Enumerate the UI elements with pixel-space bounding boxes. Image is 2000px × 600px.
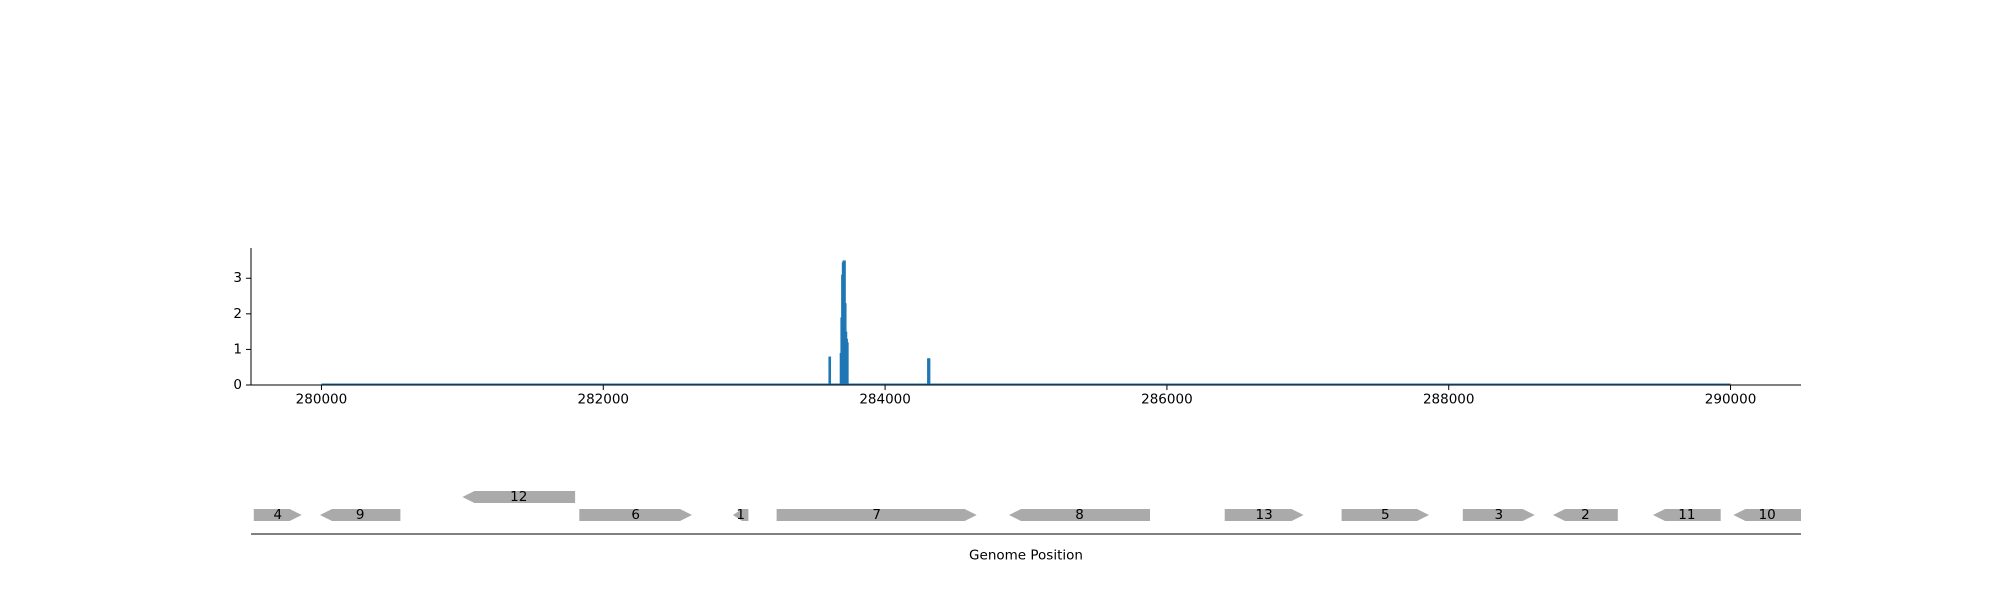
x-tick-label: 282000	[577, 392, 629, 408]
gene-1: 1	[732, 507, 749, 523]
gene-arrow	[253, 509, 302, 521]
gene-arrow	[1733, 509, 1801, 521]
gene-13: 13	[1224, 507, 1304, 523]
y-tick-label: 3	[233, 270, 242, 286]
gene-9: 9	[320, 507, 401, 523]
gene-10: 10	[1733, 507, 1801, 523]
gene-arrow	[462, 491, 576, 503]
gene-label: 11	[1678, 507, 1695, 523]
gene-arrow	[1341, 509, 1429, 521]
gene-label: 6	[631, 507, 640, 523]
gene-label: 1	[736, 507, 745, 523]
coverage-bar	[927, 358, 931, 385]
gene-2: 2	[1553, 507, 1618, 523]
gene-arrow	[1553, 509, 1618, 521]
gene-4: 4	[253, 507, 302, 523]
coverage-x-ticks: 280000 282000 284000 286000 288000 290000	[296, 385, 1757, 408]
gene-arrow	[732, 509, 749, 521]
gene-11: 11	[1653, 507, 1721, 523]
x-tick-label: 284000	[859, 392, 911, 408]
gene-arrow	[1009, 509, 1150, 521]
gene-label: 10	[1759, 507, 1776, 523]
gene-label: 5	[1381, 507, 1390, 523]
gene-label: 13	[1256, 507, 1273, 523]
gene-label: 8	[1075, 507, 1084, 523]
y-tick-label: 0	[233, 377, 242, 393]
gene-3: 3	[1462, 507, 1535, 523]
gene-12: 12	[462, 489, 576, 505]
gene-track: 4 9 12 6 1 7 8 13 5 3 2 11 10 Genome Position	[251, 489, 1801, 564]
gene-label: 9	[356, 507, 365, 523]
gene-arrow	[579, 509, 692, 521]
gene-5: 5	[1341, 507, 1429, 523]
x-tick-label: 290000	[1705, 392, 1757, 408]
y-tick-label: 1	[233, 341, 242, 357]
gene-arrow	[1224, 509, 1304, 521]
coverage-bar	[846, 342, 849, 385]
gene-label: 2	[1581, 507, 1590, 523]
gene-8: 8	[1009, 507, 1150, 523]
coverage-bar	[828, 356, 832, 385]
gene-arrow	[1653, 509, 1721, 521]
gene-arrows: 4 9 12 6 1 7 8 13 5 3 2 11 10	[253, 489, 1801, 523]
gene-arrow	[776, 509, 977, 521]
x-tick-label: 280000	[296, 392, 348, 408]
gene-label: 3	[1494, 507, 1503, 523]
gene-arrow	[320, 509, 401, 521]
gene-6: 6	[579, 507, 692, 523]
gene-track-xlabel: Genome Position	[969, 548, 1083, 564]
x-tick-label: 286000	[1141, 392, 1193, 408]
x-tick-label: 288000	[1423, 392, 1475, 408]
gene-arrow	[1462, 509, 1535, 521]
gene-label: 7	[872, 507, 881, 523]
coverage-plot: 280000 282000 284000 286000 288000 290000 0 1 2…	[233, 248, 1801, 408]
y-tick-label: 2	[233, 306, 242, 322]
gene-label: 12	[510, 489, 527, 505]
coverage-y-ticks: 0 1 2 3	[233, 270, 251, 393]
gene-7: 7	[776, 507, 977, 523]
gene-label: 4	[273, 507, 282, 523]
